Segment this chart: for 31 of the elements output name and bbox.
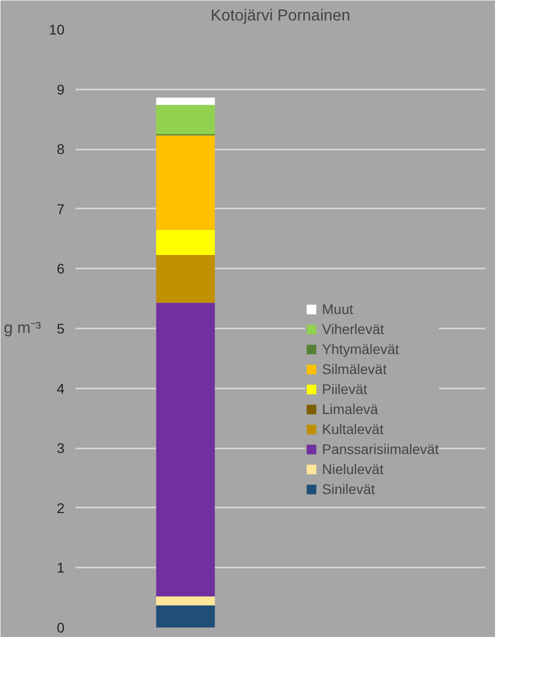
y-tick-label: 7 [56, 200, 65, 217]
bar [156, 596, 215, 606]
chart-title: Kotojärvi Pornainen [210, 8, 350, 24]
y-tick-label: 3 [56, 440, 65, 456]
y-tick-label: 8 [56, 141, 65, 158]
y-tick-label: 0 [56, 620, 65, 636]
bar [156, 254, 215, 303]
y-tick-label: 10 [48, 22, 65, 38]
bar [156, 135, 215, 230]
legend-label: Viherlevät [322, 321, 384, 337]
y-tick-label: 6 [56, 260, 65, 277]
bar [156, 605, 215, 628]
y-tick-label: 4 [56, 380, 65, 396]
legend-label: Piilevät [322, 381, 368, 397]
y-tick-label: 2 [56, 500, 65, 516]
bar [156, 98, 215, 105]
y-tick-label: 9 [56, 81, 65, 98]
bar [156, 302, 215, 596]
y-tick-label: 1 [56, 560, 65, 576]
legend-label: Kultalevät [322, 421, 384, 437]
legend-label: Panssarisiimalevät [322, 441, 439, 457]
legend-label: Sinilevät [322, 481, 375, 497]
legend-label: Limalevä [322, 401, 378, 417]
legend-label: Muut [322, 301, 354, 317]
bar [156, 230, 215, 255]
y-axis-title: g m⁻³ [4, 320, 42, 337]
y-tick-label: 5 [56, 320, 65, 336]
legend-label: Nielulevät [322, 461, 384, 477]
bar [156, 104, 215, 134]
legend-label: Yhtymälevät [322, 341, 400, 357]
legend-label: Silmälevät [322, 361, 387, 377]
